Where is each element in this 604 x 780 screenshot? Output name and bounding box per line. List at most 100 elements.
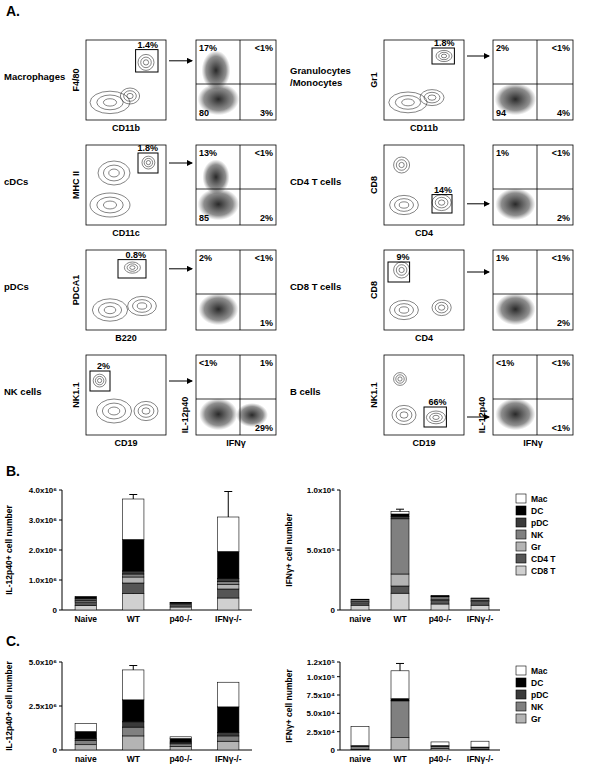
- contour: [103, 165, 124, 181]
- quadrant-frame: [196, 355, 276, 435]
- bar-segment: [75, 597, 96, 599]
- error-bar: [396, 663, 404, 670]
- population-line: cDCs: [4, 176, 28, 187]
- y-tick-label: 0: [331, 746, 336, 755]
- y-tick-label: 5.0x10⁵: [307, 546, 335, 555]
- population-line: Macrophages: [4, 71, 65, 82]
- y-tick-label: 2.5x10⁶: [29, 702, 57, 711]
- y-tick: [337, 662, 340, 663]
- flow-plot: B cells66%CD19NK1.1<1%<1%<1%IL-12p40IFNγ: [290, 355, 573, 448]
- bar-segment: [218, 585, 239, 590]
- y-tick: [337, 750, 340, 751]
- y-tick-label: 5.0x10⁶: [29, 658, 57, 667]
- contour: [127, 264, 138, 271]
- contour: [93, 374, 106, 387]
- gate-y-label: MHC II: [71, 171, 81, 199]
- gate-y-label: F4/80: [71, 68, 81, 91]
- y-tick-label: 1.2x10⁵: [307, 658, 335, 667]
- legend-label: DC: [531, 506, 543, 516]
- bar-segment: [471, 598, 489, 599]
- contour: [398, 377, 402, 381]
- bar-segment: [218, 707, 239, 733]
- y-tick: [337, 695, 340, 696]
- gate: [136, 50, 158, 72]
- bar-segment: [431, 604, 449, 610]
- category-label: p40-/-: [169, 754, 192, 764]
- contour: [426, 411, 445, 424]
- event-cloud: [495, 188, 535, 220]
- y-tick-label: 0: [53, 746, 58, 755]
- legend-label: CD4 T: [531, 554, 556, 564]
- bar-segment: [391, 514, 409, 516]
- legend-swatch: [516, 678, 526, 687]
- quadrant-line: [537, 145, 538, 225]
- bars: [351, 663, 489, 750]
- gate-x-label: CD11b: [410, 123, 439, 133]
- gate: [432, 195, 452, 213]
- flow-plot: Macrophages1.4%CD11bF4/8017%<1%803%: [4, 40, 276, 133]
- quadrant-frame: [493, 355, 573, 435]
- bar-chart: 02.5x10⁶5.0x10⁶IL-12p40+ cell numbernaiv…: [4, 658, 252, 764]
- population-name: Macrophages: [4, 71, 65, 82]
- gate-x-label: B220: [115, 333, 137, 343]
- bar-segment: [170, 607, 191, 610]
- contour: [402, 99, 415, 106]
- contour: [98, 161, 130, 185]
- legend-label: Mac: [531, 494, 548, 504]
- category-label: IFNγ-/-: [215, 614, 242, 624]
- flow-plot: pDCs0.8%B220PDCA12%<1%1%: [4, 250, 276, 343]
- contour: [396, 375, 404, 383]
- gate-percent: 0.8%: [125, 250, 146, 260]
- quadrant-percent: <1%: [199, 358, 217, 368]
- contour: [394, 304, 413, 317]
- error-bar: [396, 509, 404, 511]
- contour: [143, 60, 148, 65]
- gating-frame: [86, 40, 166, 120]
- gate-percent: 66%: [428, 397, 446, 407]
- quadrant-percent: <1%: [552, 423, 570, 433]
- bar-segment: [471, 748, 489, 749]
- population-name: Granulocytes/Monocytes: [290, 65, 351, 88]
- contour: [127, 93, 133, 98]
- gate-arrow: [169, 381, 192, 382]
- population-line: /Monocytes: [290, 77, 342, 88]
- bar-segment: [471, 749, 489, 750]
- legend-label: pDC: [531, 690, 548, 700]
- bar-segment: [123, 736, 144, 750]
- bar-chart: 01.0x10⁶2.0x10⁶3.0x10⁶4.0x10⁶IL-12p40+ c…: [4, 486, 252, 624]
- panel-label: C.: [6, 633, 20, 649]
- quadrant-percent: 17%: [199, 43, 217, 53]
- bar-segment: [123, 540, 144, 572]
- contour: [389, 92, 427, 113]
- category-label: naive: [349, 754, 371, 764]
- quadrant-line: [537, 40, 538, 120]
- gate: [388, 262, 410, 282]
- quadrant-x-label: IFNγ: [523, 438, 543, 448]
- legend-swatch: [516, 690, 526, 699]
- bar-chart: 05.0x10⁵1.0x10⁶IFNγ+ cell numbernaiveWTp…: [284, 486, 556, 624]
- contour: [138, 54, 154, 70]
- bar-segment: [431, 600, 449, 604]
- event-cloud: [199, 398, 237, 430]
- bars: [351, 509, 489, 610]
- quadrant-frame: [196, 145, 276, 225]
- contour: [97, 378, 101, 382]
- quadrant-percent: 1%: [260, 358, 273, 368]
- quadrant-frame: [493, 40, 573, 120]
- legend-swatch: [516, 666, 526, 675]
- gating-frame: [384, 145, 464, 225]
- quadrant-line: [240, 355, 241, 435]
- quadrant-frame: [196, 250, 276, 330]
- contour: [142, 156, 155, 169]
- population-name: pDCs: [4, 281, 29, 292]
- bar-segment: [170, 744, 191, 747]
- quadrant-percent: 94: [496, 108, 506, 118]
- bar-segment: [391, 519, 409, 574]
- bar-segment: [391, 671, 409, 699]
- figure-root: A.B.C.Macrophages1.4%CD11bF4/8017%<1%803…: [0, 0, 604, 780]
- bar-segment: [391, 701, 409, 738]
- y-label: IFNγ+ cell number: [284, 513, 294, 587]
- population-line: pDCs: [4, 281, 29, 292]
- contour: [441, 54, 446, 58]
- population-line: Granulocytes: [290, 65, 351, 76]
